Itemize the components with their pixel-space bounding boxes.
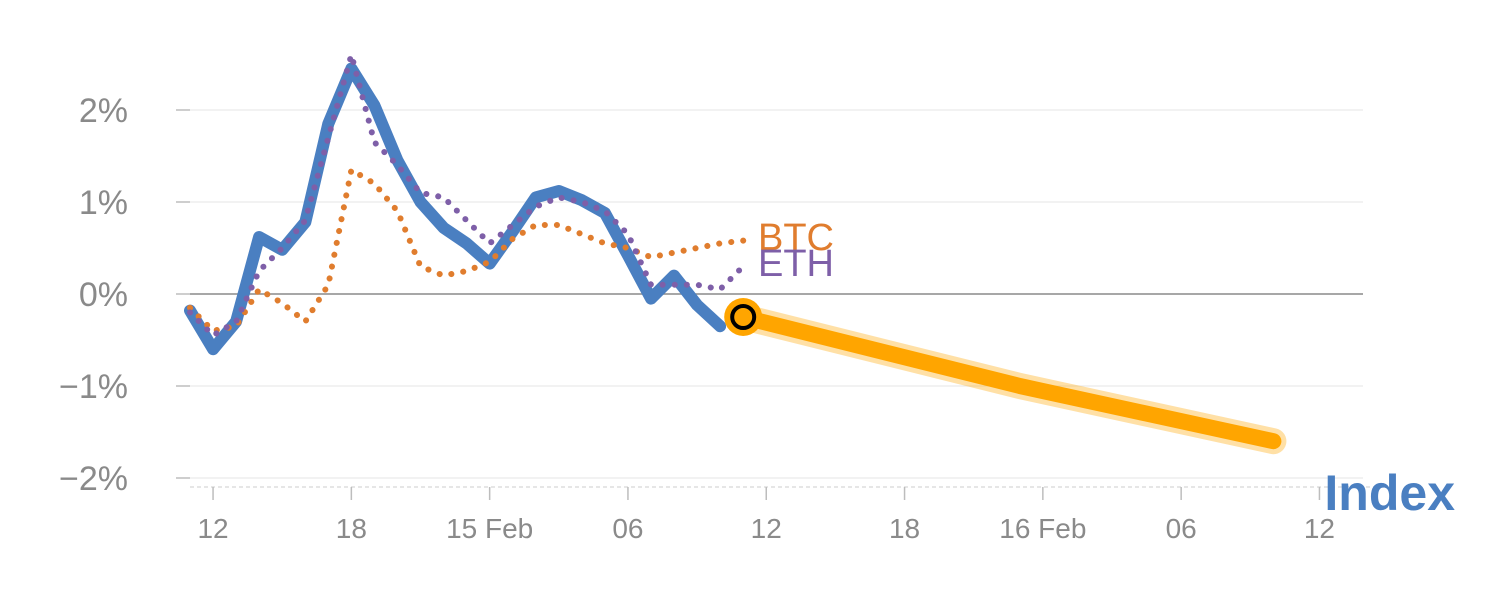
x-tick-label: 18 bbox=[336, 513, 367, 544]
x-tick-label: 18 bbox=[889, 513, 920, 544]
x-tick-label: 12 bbox=[1304, 513, 1335, 544]
current-value-marker-inner bbox=[730, 304, 757, 330]
series-layer bbox=[184, 51, 1287, 455]
y-tick-label: −2% bbox=[59, 460, 128, 498]
y-tick-label: 1% bbox=[79, 184, 128, 222]
y-tick-label: 0% bbox=[79, 276, 128, 314]
series-label-index: Index bbox=[1324, 465, 1455, 521]
x-tick-label: 12 bbox=[197, 513, 228, 544]
series-label-btc: BTC bbox=[758, 217, 834, 259]
current-value-marker-outer bbox=[724, 298, 763, 336]
forecast-band bbox=[735, 309, 1282, 450]
x-tick-label: 16 Feb bbox=[999, 513, 1086, 544]
x-tick-label: 06 bbox=[612, 513, 643, 544]
grid-layer bbox=[190, 109, 1363, 479]
axis-layer: 2% 1% 0% −1% −2% 12 18 15 Feb 06 12 18 16 Feb 06 12 bbox=[59, 92, 1395, 544]
x-tick-label: 15 Feb bbox=[446, 513, 533, 544]
y-tick-label: 2% bbox=[79, 92, 128, 130]
series-line-btc bbox=[187, 166, 747, 334]
y-tick-label: −1% bbox=[59, 368, 128, 406]
series-line-eth bbox=[187, 51, 747, 339]
x-tick-label: 06 bbox=[1166, 513, 1197, 544]
x-tick-label: 12 bbox=[751, 513, 782, 544]
series-label-eth: ETH bbox=[758, 243, 834, 285]
